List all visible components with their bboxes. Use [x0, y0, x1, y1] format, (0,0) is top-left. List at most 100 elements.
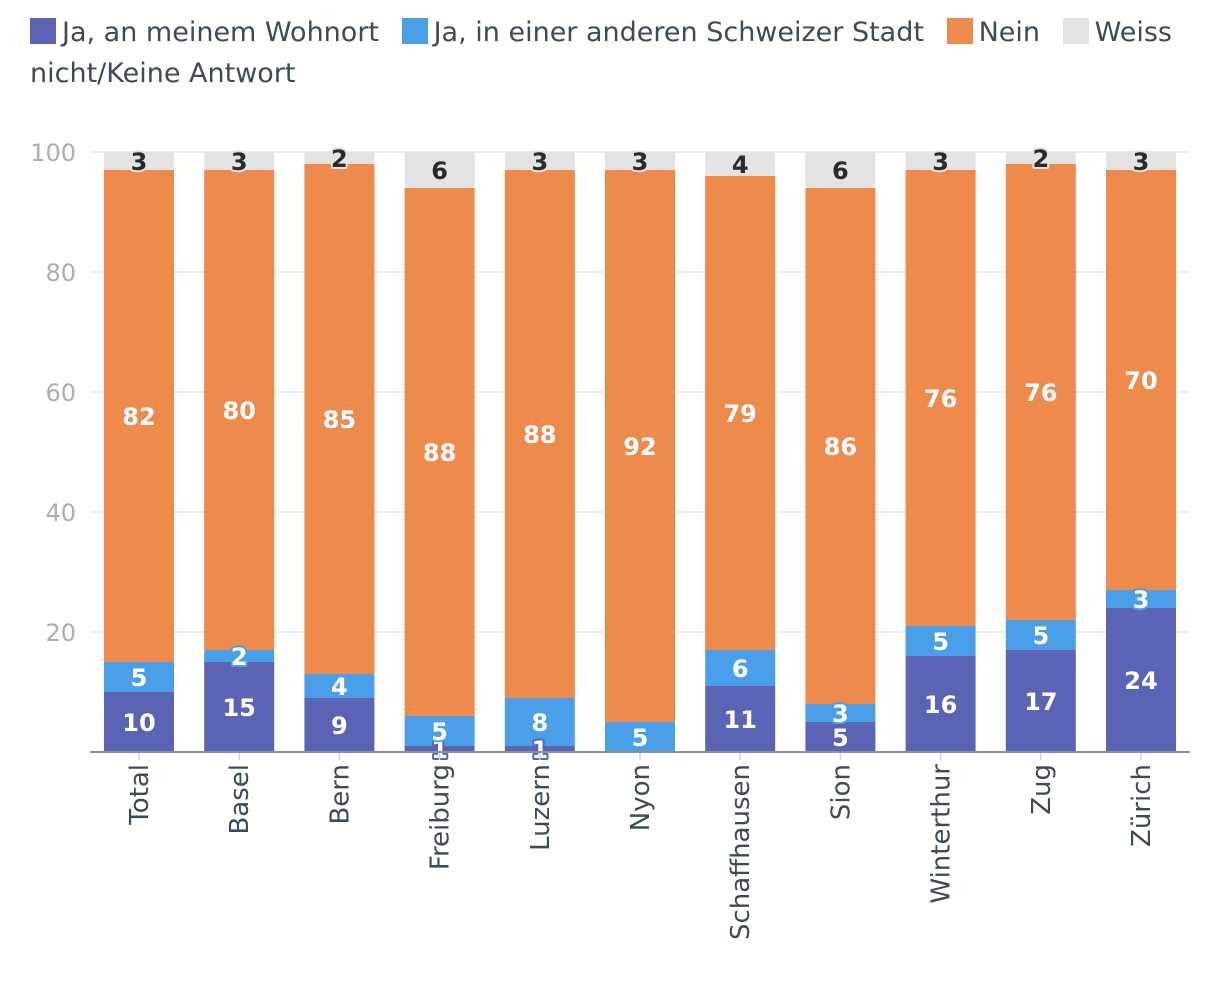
data-label-basel-weiss-nicht-keine-antwort: 3	[231, 148, 248, 176]
bars	[104, 152, 1176, 752]
legend-item-nein[interactable]: Nein	[946, 17, 1040, 48]
data-label-total-ja-an-meinem-wohnort: 10	[122, 709, 155, 737]
bar-segment-sion-weiss-nicht-keine-antwort[interactable]	[805, 152, 876, 188]
bar-segment-winterthur-ja-in-einer-anderen-schweizer-stadt[interactable]	[905, 626, 976, 656]
y-tick-label: 60	[45, 379, 76, 407]
bar-segment-zurich-ja-an-meinem-wohnort[interactable]	[1106, 608, 1176, 752]
x-tick-label-winterthur: Winterthur	[927, 764, 957, 904]
bar-segment-sion-ja-an-meinem-wohnort[interactable]	[805, 722, 876, 752]
bar-segment-zurich-nein[interactable]	[1106, 170, 1176, 590]
bar-segment-schaffhausen-weiss-nicht-keine-antwort[interactable]	[705, 152, 776, 176]
data-label-sion-ja-in-einer-anderen-schweizer-stadt: 3	[832, 700, 849, 728]
data-label-schaffhausen-ja-an-meinem-wohnort: 11	[723, 706, 756, 734]
data-label-schaffhausen-nein: 79	[723, 400, 756, 428]
data-label-luzern-ja-in-einer-anderen-schweizer-stadt: 8	[531, 709, 548, 737]
y-tick-label: 20	[45, 619, 76, 647]
data-label-freiburg-weiss-nicht-keine-antwort: 6	[431, 157, 448, 185]
legend-item-ja-an-meinem-wohnort[interactable]: Ja, an meinem Wohnort	[30, 17, 379, 48]
data-label-basel-ja-in-einer-anderen-schweizer-stadt: 2	[231, 643, 248, 671]
data-label-bern-weiss-nicht-keine-antwort: 2	[331, 145, 348, 173]
data-label-sion-ja-an-meinem-wohnort: 5	[832, 724, 849, 752]
data-label-winterthur-ja-in-einer-anderen-schweizer-stadt: 5	[932, 628, 949, 656]
legend-label: Ja, an meinem Wohnort	[62, 17, 379, 48]
data-label-nyon-weiss-nicht-keine-antwort: 3	[632, 148, 649, 176]
data-label-luzern-nein: 88	[523, 421, 556, 449]
bar-segment-schaffhausen-nein[interactable]	[705, 176, 776, 650]
bar-segment-basel-ja-in-einer-anderen-schweizer-stadt[interactable]	[204, 650, 275, 662]
data-label-freiburg-ja-an-meinem-wohnort: 1	[431, 736, 448, 764]
value-labels: 1058231528039485215886188835923116794538…	[120, 143, 1159, 766]
bar-segment-schaffhausen-ja-an-meinem-wohnort[interactable]	[705, 686, 776, 752]
bar-segment-total-ja-an-meinem-wohnort[interactable]	[104, 692, 174, 752]
data-label-schaffhausen-weiss-nicht-keine-antwort: 4	[732, 151, 749, 179]
bar-segment-bern-nein[interactable]	[304, 164, 375, 674]
bar-segment-nyon-nein[interactable]	[605, 170, 675, 722]
bar-segment-luzern-ja-an-meinem-wohnort[interactable]	[504, 746, 575, 752]
bar-segment-nyon-weiss-nicht-keine-antwort[interactable]	[605, 152, 675, 170]
bar-segment-total-weiss-nicht-keine-antwort[interactable]	[104, 152, 174, 170]
y-tick-label: 100	[30, 139, 76, 167]
data-label-nyon-nein: 92	[623, 433, 656, 461]
x-tick-label-basel: Basel	[225, 764, 255, 835]
data-label-bern-nein: 85	[323, 406, 356, 434]
bar-segment-freiburg-ja-an-meinem-wohnort[interactable]	[404, 746, 475, 752]
data-label-luzern-weiss-nicht-keine-antwort: 3	[531, 148, 548, 176]
bar-segment-winterthur-ja-an-meinem-wohnort[interactable]	[905, 656, 976, 752]
x-tick-label-luzern: Luzern	[526, 764, 556, 851]
x-tick-label-sion: Sion	[826, 764, 856, 820]
data-label-nyon-ja-in-einer-anderen-schweizer-stadt: 5	[632, 724, 649, 752]
data-label-zug-ja-an-meinem-wohnort: 17	[1024, 688, 1057, 716]
data-label-zug-nein: 76	[1024, 379, 1057, 407]
bar-segment-luzern-weiss-nicht-keine-antwort[interactable]	[504, 152, 575, 170]
bar-segment-bern-ja-in-einer-anderen-schweizer-stadt[interactable]	[304, 674, 375, 698]
chart-legend: Ja, an meinem Wohnort Ja, in einer ander…	[30, 12, 1200, 94]
legend-swatch	[30, 18, 56, 44]
bar-segment-bern-ja-an-meinem-wohnort[interactable]	[304, 698, 375, 752]
bar-segment-sion-ja-in-einer-anderen-schweizer-stadt[interactable]	[805, 704, 876, 722]
bar-segment-nyon-ja-in-einer-anderen-schweizer-stadt[interactable]	[605, 722, 675, 752]
bar-segment-zug-ja-an-meinem-wohnort[interactable]	[1005, 650, 1076, 752]
data-label-zurich-nein: 70	[1124, 367, 1157, 395]
legend-label: Ja, in einer anderen Schweizer Stadt	[433, 17, 924, 48]
bar-segment-schaffhausen-ja-in-einer-anderen-schweizer-stadt[interactable]	[705, 650, 776, 686]
bar-segment-luzern-nein[interactable]	[504, 170, 575, 698]
bar-segment-freiburg-ja-in-einer-anderen-schweizer-stadt[interactable]	[404, 716, 475, 746]
bar-segment-zurich-weiss-nicht-keine-antwort[interactable]	[1106, 152, 1176, 170]
bar-segment-zug-weiss-nicht-keine-antwort[interactable]	[1005, 152, 1076, 164]
bar-segment-basel-nein[interactable]	[204, 170, 275, 650]
data-label-freiburg-nein: 88	[423, 439, 456, 467]
data-label-winterthur-weiss-nicht-keine-antwort: 3	[932, 148, 949, 176]
data-label-bern-ja-in-einer-anderen-schweizer-stadt: 4	[331, 673, 348, 701]
x-tick-label-zug: Zug	[1027, 764, 1057, 815]
data-label-total-nein: 82	[122, 403, 155, 431]
bar-segment-zug-ja-in-einer-anderen-schweizer-stadt[interactable]	[1005, 620, 1076, 650]
bar-segment-freiburg-nein[interactable]	[404, 188, 475, 716]
bar-segment-freiburg-weiss-nicht-keine-antwort[interactable]	[404, 152, 475, 188]
bar-segment-bern-weiss-nicht-keine-antwort[interactable]	[304, 152, 375, 164]
data-label-bern-ja-an-meinem-wohnort: 9	[331, 712, 348, 740]
data-label-zug-ja-in-einer-anderen-schweizer-stadt: 5	[1032, 622, 1049, 650]
x-tick-label-nyon: Nyon	[626, 764, 656, 831]
bar-segment-total-nein[interactable]	[104, 170, 174, 662]
bar-segment-zurich-ja-in-einer-anderen-schweizer-stadt[interactable]	[1106, 590, 1176, 608]
data-label-zug-weiss-nicht-keine-antwort: 2	[1032, 145, 1049, 173]
bar-segment-luzern-ja-in-einer-anderen-schweizer-stadt[interactable]	[504, 698, 575, 746]
data-label-zurich-ja-an-meinem-wohnort: 24	[1124, 667, 1157, 695]
bar-segment-sion-nein[interactable]	[805, 188, 876, 704]
bar-segment-total-ja-in-einer-anderen-schweizer-stadt[interactable]	[104, 662, 174, 692]
bar-segment-winterthur-weiss-nicht-keine-antwort[interactable]	[905, 152, 976, 170]
x-tick-label-bern: Bern	[325, 764, 355, 825]
bar-segment-winterthur-nein[interactable]	[905, 170, 976, 626]
y-tick-label: 40	[45, 499, 76, 527]
legend-item-weiss-nicht-keine-antwort[interactable]: Weiss nicht/Keine Antwort	[30, 17, 1172, 89]
legend-swatch	[946, 18, 973, 44]
legend-swatch	[401, 18, 428, 44]
x-tick-label-freiburg: Freiburg	[426, 764, 456, 870]
bar-segment-basel-ja-an-meinem-wohnort[interactable]	[204, 662, 275, 752]
bar-segment-basel-weiss-nicht-keine-antwort[interactable]	[204, 152, 275, 170]
bar-segment-zug-nein[interactable]	[1005, 164, 1076, 620]
data-label-winterthur-ja-an-meinem-wohnort: 16	[924, 691, 957, 719]
legend-item-ja-in-einer-anderen-schweizer-stadt[interactable]: Ja, in einer anderen Schweizer Stadt	[401, 17, 924, 48]
data-label-total-ja-in-einer-anderen-schweizer-stadt: 5	[131, 664, 148, 692]
